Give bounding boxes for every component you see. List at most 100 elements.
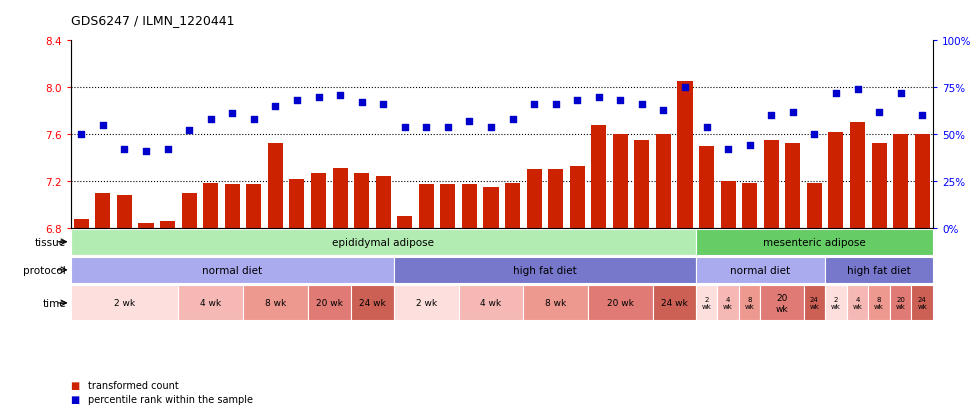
Bar <box>763 140 779 228</box>
Point <box>160 146 175 153</box>
Bar <box>181 193 197 228</box>
Point <box>807 131 822 138</box>
Text: high fat diet: high fat diet <box>513 265 577 275</box>
Text: normal diet: normal diet <box>202 265 263 275</box>
Bar <box>847 286 868 320</box>
Text: high fat diet: high fat diet <box>847 265 911 275</box>
Text: 2 wk: 2 wk <box>114 299 135 308</box>
Text: 2
wk: 2 wk <box>831 297 841 310</box>
Bar <box>871 144 887 228</box>
Bar <box>739 286 760 320</box>
Bar <box>311 173 326 228</box>
Bar <box>911 286 933 320</box>
Bar <box>71 286 178 320</box>
Point <box>138 148 154 155</box>
Text: 8
wk: 8 wk <box>745 297 755 310</box>
Text: normal diet: normal diet <box>730 265 791 275</box>
Bar <box>868 286 890 320</box>
Bar <box>893 135 908 228</box>
Point <box>289 98 305 104</box>
Bar <box>760 286 804 320</box>
Point <box>332 92 348 99</box>
Bar <box>677 82 693 228</box>
Text: mesenteric adipose: mesenteric adipose <box>763 237 865 247</box>
Bar <box>742 184 758 228</box>
Bar <box>653 286 696 320</box>
Text: transformed count: transformed count <box>88 380 179 390</box>
Text: ■: ■ <box>71 394 79 404</box>
Point <box>440 124 456 131</box>
Point <box>483 124 499 131</box>
Text: percentile rank within the sample: percentile rank within the sample <box>88 394 253 404</box>
Point <box>548 102 564 108</box>
Point <box>203 116 219 123</box>
Bar <box>203 184 219 228</box>
Bar <box>696 229 933 255</box>
Point <box>828 90 844 97</box>
Bar <box>289 179 305 228</box>
Point <box>354 100 369 106</box>
Point <box>634 102 650 108</box>
Text: 4 wk: 4 wk <box>480 299 502 308</box>
Bar <box>483 187 499 228</box>
Point <box>117 146 132 153</box>
Bar <box>850 123 865 228</box>
Bar <box>394 286 459 320</box>
Point <box>311 94 326 101</box>
Point <box>526 102 542 108</box>
Bar <box>354 173 369 228</box>
Bar <box>591 126 607 228</box>
Point <box>785 109 801 116</box>
Text: 2 wk: 2 wk <box>416 299 437 308</box>
Point <box>612 98 628 104</box>
Bar <box>696 286 717 320</box>
Bar <box>699 146 714 228</box>
Text: 24 wk: 24 wk <box>359 299 386 308</box>
Bar <box>375 177 391 228</box>
Bar <box>351 286 394 320</box>
Bar <box>588 286 653 320</box>
Bar <box>397 216 413 228</box>
Bar <box>612 135 628 228</box>
Bar <box>717 286 739 320</box>
Point <box>268 103 283 110</box>
Point <box>893 90 908 97</box>
Text: 8 wk: 8 wk <box>545 299 566 308</box>
Bar <box>720 181 736 228</box>
Bar <box>308 286 351 320</box>
Point <box>850 87 865 93</box>
Bar <box>95 193 111 228</box>
Point <box>720 146 736 153</box>
Text: 24
wk: 24 wk <box>917 297 927 310</box>
Bar <box>71 229 696 255</box>
Text: 20
wk: 20 wk <box>776 294 788 313</box>
Bar <box>526 170 542 228</box>
Text: 4
wk: 4 wk <box>853 297 862 310</box>
Bar <box>825 257 933 283</box>
Point <box>462 119 477 125</box>
Bar <box>548 170 564 228</box>
Bar <box>914 135 930 228</box>
Text: time: time <box>42 298 67 308</box>
Point <box>763 113 779 119</box>
Point <box>505 116 520 123</box>
Point <box>74 131 89 138</box>
Bar <box>804 286 825 320</box>
Point <box>181 128 197 134</box>
Bar <box>890 286 911 320</box>
Bar <box>523 286 588 320</box>
Bar <box>224 185 240 228</box>
Text: 2
wk: 2 wk <box>702 297 711 310</box>
Bar <box>268 144 283 228</box>
Text: epididymal adipose: epididymal adipose <box>332 237 434 247</box>
Text: 4
wk: 4 wk <box>723 297 733 310</box>
Text: 20 wk: 20 wk <box>316 299 343 308</box>
Point <box>914 113 930 119</box>
Point <box>871 109 887 116</box>
Text: GDS6247 / ILMN_1220441: GDS6247 / ILMN_1220441 <box>71 14 234 27</box>
Bar <box>440 185 456 228</box>
Text: ■: ■ <box>71 380 79 390</box>
Bar <box>785 144 801 228</box>
Bar <box>74 220 89 228</box>
Point <box>397 124 413 131</box>
